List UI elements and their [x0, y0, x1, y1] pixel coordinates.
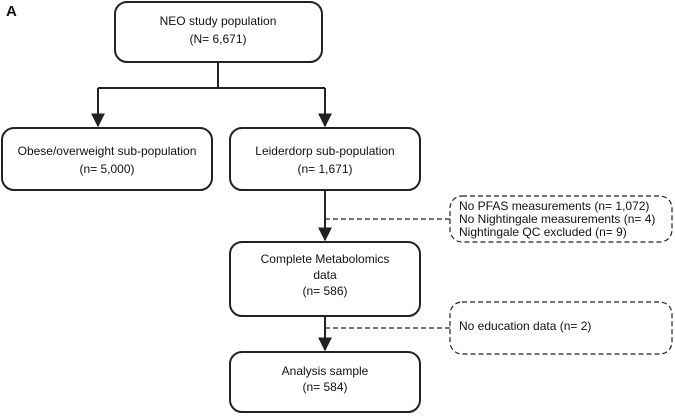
node-text: (n= 5,000) [79, 162, 134, 176]
node-text: Complete Metabolomics [261, 252, 390, 266]
exclusion-text: No PFAS measurements (n= 1,072) [459, 199, 649, 213]
node-text: (n= 586) [302, 284, 347, 298]
node-text: Analysis sample [282, 364, 369, 378]
node-box [1, 127, 213, 191]
exclusion-text: Nightingale QC excluded (n= 9) [459, 225, 627, 239]
exclusion-box [449, 301, 673, 355]
panel-label: A [6, 3, 17, 20]
node-box [114, 1, 323, 63]
node-box [229, 351, 421, 413]
node-text: (N= 6,671) [189, 32, 246, 46]
node-box [229, 127, 421, 191]
node-text: NEO study population [160, 14, 277, 28]
node-text: (n= 1,671) [297, 162, 352, 176]
node-box [229, 241, 421, 317]
exclusion-text: No education data (n= 2) [459, 319, 591, 333]
node-text: (n= 584) [302, 380, 347, 394]
node-text: data [313, 268, 337, 282]
node-text: Leiderdorp sub-population [255, 144, 394, 158]
exclusion-box [449, 195, 673, 243]
connector [98, 62, 325, 89]
exclusion-text: No Nightingale measurements (n= 4) [459, 212, 655, 226]
node-text: Obese/overweight sub-population [18, 144, 197, 158]
